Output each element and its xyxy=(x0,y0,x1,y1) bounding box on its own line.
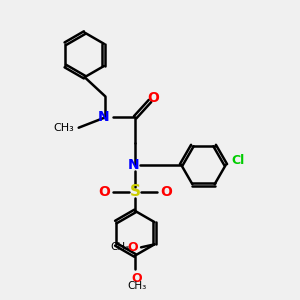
Text: O: O xyxy=(128,241,138,254)
Text: O: O xyxy=(131,272,142,285)
Text: N: N xyxy=(128,158,140,172)
Text: Cl: Cl xyxy=(231,154,244,167)
Text: O: O xyxy=(147,91,159,105)
Text: CH₃: CH₃ xyxy=(127,281,146,291)
Text: O: O xyxy=(160,184,172,199)
Text: N: N xyxy=(98,110,110,124)
Text: CH₃: CH₃ xyxy=(110,242,129,252)
Text: O: O xyxy=(98,184,110,199)
Text: S: S xyxy=(130,184,141,199)
Text: CH₃: CH₃ xyxy=(53,123,74,133)
